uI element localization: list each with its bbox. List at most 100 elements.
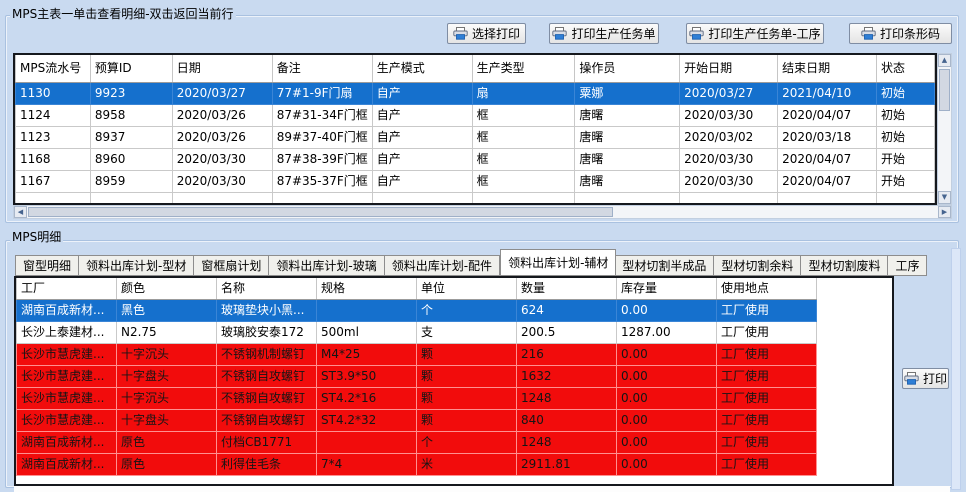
master-row[interactable]: 1123 8937 2020/03/26 89#37-40F门框 自产框唐曙 2020/0… — [15, 125, 935, 149]
column-header[interactable]: 日期 — [171, 55, 273, 83]
cell: 0.00 — [616, 408, 717, 432]
cell: 2020/03/26 — [171, 103, 273, 127]
master-horizontal-scrollbar[interactable]: ◀ ▶ — [13, 205, 952, 219]
column-header[interactable]: 名称 — [216, 278, 317, 300]
cell — [371, 191, 473, 203]
cell: 个 — [416, 298, 517, 322]
cell: 0.00 — [616, 364, 717, 388]
cell: 长沙上泰建材... — [16, 320, 117, 344]
cell: 0.00 — [616, 430, 717, 454]
cell: 自产 — [371, 169, 473, 193]
column-header[interactable]: 规格 — [316, 278, 417, 300]
vertical-scroll-thumb[interactable] — [939, 69, 950, 111]
detail-vertical-scrollbar[interactable] — [951, 248, 961, 490]
cell: 十字沉头 — [116, 342, 217, 366]
cell: 工厂使用 — [716, 364, 817, 388]
master-row[interactable]: 1130 9923 2020/03/27 77#1-9F门扇 自产扇粟娜 2020/03/… — [15, 81, 935, 105]
cell: 原色 — [116, 430, 217, 454]
cell: 工厂使用 — [716, 452, 817, 476]
cell: 扇 — [471, 81, 576, 105]
scroll-down-button[interactable]: ▼ — [938, 191, 951, 204]
print-production-task-process-button[interactable]: 打印生产任务单-工序 — [686, 23, 824, 44]
tab-10[interactable]: 工序 — [888, 255, 928, 276]
cell: 2020/03/02 — [679, 125, 779, 149]
print-production-task-button[interactable]: 打印生产任务单 — [549, 23, 659, 44]
header-row: MPS流水号 预算ID 日期 备注 生产模式 生产类型 操作员 开始日期 结束日期 状态 — [15, 55, 935, 83]
tab-7[interactable]: 型材切割半成品 — [615, 255, 715, 276]
detail-row[interactable]: 湖南百成新材... 原色 付档CB1771 个 1248 0.00 工厂使用 — [16, 430, 826, 454]
scroll-up-button[interactable]: ▲ — [938, 54, 951, 67]
cell: 唐曙 — [574, 103, 681, 127]
column-header[interactable]: 开始日期 — [679, 55, 779, 83]
detail-row[interactable]: 长沙市慧虎建... 十字盘头 不锈钢自攻螺钉 ST3.9*50 颗 1632 0.00 工厂使… — [16, 364, 826, 388]
detail-row[interactable]: 长沙市慧虎建... 十字盘头 不锈钢自攻螺钉 ST4.2*32 颗 840 0.00 工厂使用 — [16, 408, 826, 432]
tab-3[interactable]: 窗框扇计划 — [194, 255, 270, 276]
master-row[interactable]: 1124 8958 2020/03/26 87#31-34F门框 自产框唐曙 2020/0… — [15, 103, 935, 127]
column-header[interactable]: 生产类型 — [471, 55, 576, 83]
cell: 颗 — [416, 342, 517, 366]
column-header[interactable]: 颜色 — [116, 278, 217, 300]
cell: 1130 — [15, 81, 91, 105]
cell — [89, 191, 173, 203]
cell — [15, 191, 91, 203]
column-header[interactable]: 数量 — [516, 278, 617, 300]
cell: 9923 — [89, 81, 173, 105]
column-header[interactable]: 结束日期 — [777, 55, 877, 83]
tab-1[interactable]: 窗型明细 — [15, 255, 80, 276]
row-filler — [816, 387, 826, 409]
print-barcode-button[interactable]: 打印条形码 — [849, 23, 952, 44]
detail-row[interactable]: 湖南百成新材... 原色 利得佳毛条 7*4 米 2911.81 0.00 工厂使用 — [16, 452, 826, 476]
master-row[interactable]: 1168 8960 2020/03/30 87#38-39F门框 自产框唐曙 2020/0… — [15, 147, 935, 171]
cell: 8937 — [89, 125, 173, 149]
cell: 长沙市慧虎建... — [16, 386, 117, 410]
cell: 湖南百成新材... — [16, 430, 117, 454]
tab-6[interactable]: 领料出库计划-辅材 — [500, 249, 617, 276]
cell: 唐曙 — [574, 147, 681, 171]
column-header[interactable]: 使用地点 — [716, 278, 817, 300]
column-header[interactable]: 生产模式 — [371, 55, 473, 83]
cell — [679, 191, 779, 203]
tab-4[interactable]: 领料出库计划-玻璃 — [269, 255, 385, 276]
scroll-left-button[interactable]: ◀ — [14, 206, 27, 218]
master-table: MPS流水号 预算ID 日期 备注 生产模式 生产类型 操作员 开始日期 结束日期 状态 1130 9… — [15, 55, 935, 203]
cell: 初始 — [876, 103, 935, 127]
cell: 框 — [471, 169, 576, 193]
cell: 2020/03/30 — [171, 169, 273, 193]
cell: 框 — [471, 103, 576, 127]
detail-row[interactable]: 长沙上泰建材... N2.75 玻璃胶安泰172 500ml 支 200.5 1287.00… — [16, 320, 826, 344]
tab-8[interactable]: 型材切割余料 — [714, 255, 802, 276]
tab-2[interactable]: 领料出库计划-型材 — [79, 255, 195, 276]
detail-row[interactable]: 湖南百成新材... 黑色 玻璃垫块小黑... 个 624 0.00 工厂使用 — [16, 298, 826, 322]
detail-row[interactable]: 长沙市慧虎建... 十字沉头 不锈钢机制螺钉 M4*25 颗 216 0.00 工厂使用 — [16, 342, 826, 366]
column-header[interactable]: 备注 — [271, 55, 373, 83]
column-header[interactable]: 库存量 — [616, 278, 717, 300]
cell: 8958 — [89, 103, 173, 127]
scroll-right-button[interactable]: ▶ — [938, 206, 951, 218]
column-header[interactable]: 单位 — [416, 278, 517, 300]
cell: 2021/04/10 — [777, 81, 877, 105]
master-vertical-scrollbar[interactable]: ▲ ▼ — [937, 53, 952, 205]
master-row[interactable]: 1167 8959 2020/03/30 87#35-37F门框 自产框唐曙 2020/0… — [15, 169, 935, 193]
column-header[interactable]: 预算ID — [89, 55, 173, 83]
detail-print-button[interactable]: 打印 — [902, 368, 949, 389]
detail-row[interactable]: 长沙市慧虎建... 十字沉头 不锈钢自攻螺钉 ST4.2*16 颗 1248 0.00 工厂使… — [16, 386, 826, 410]
select-print-button[interactable]: 选择打印 — [447, 23, 526, 44]
column-header[interactable]: 工厂 — [16, 278, 117, 300]
cell: 颗 — [416, 386, 517, 410]
horizontal-scroll-thumb[interactable] — [28, 207, 613, 217]
tab-9[interactable]: 型材切割废料 — [801, 255, 889, 276]
cell: 付档CB1771 — [216, 430, 317, 454]
cell: 长沙市慧虎建... — [16, 364, 117, 388]
cell: 87#31-34F门框 — [271, 103, 373, 127]
cell: 自产 — [371, 147, 473, 171]
column-header[interactable]: 操作员 — [574, 55, 681, 83]
row-filler — [816, 299, 826, 321]
column-header[interactable]: MPS流水号 — [15, 55, 91, 83]
tab-5[interactable]: 领料出库计划-配件 — [384, 255, 501, 276]
cell: 200.5 — [516, 320, 617, 344]
cell — [876, 191, 935, 203]
master-grid: MPS流水号 预算ID 日期 备注 生产模式 生产类型 操作员 开始日期 结束日期 状态 1130 9… — [13, 53, 937, 205]
cell: 2020/03/30 — [679, 147, 779, 171]
button-label: 打印条形码 — [879, 27, 940, 41]
column-header[interactable]: 状态 — [876, 55, 935, 83]
